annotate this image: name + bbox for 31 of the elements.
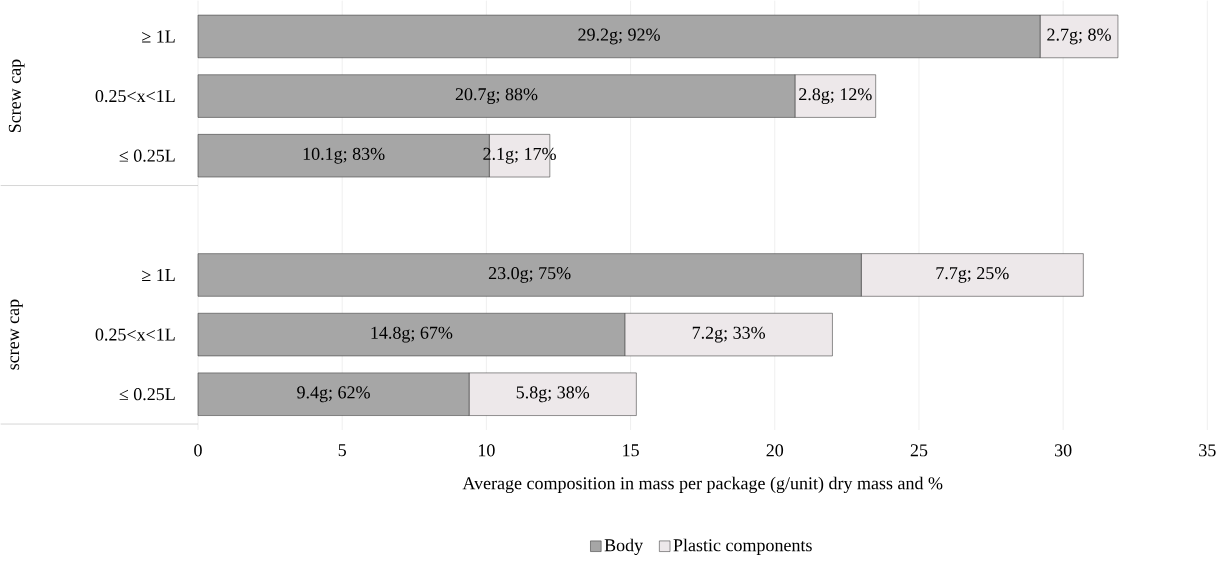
y-tick-label: ≥ 1L <box>142 30 175 43</box>
data-label: 10.1g; 83% <box>303 147 385 164</box>
data-label: 2.1g; 17% <box>483 147 556 164</box>
data-label: 20.7g; 88% <box>455 88 538 105</box>
data-label: 2.8g; 12% <box>799 88 872 105</box>
data-label: 5.8g; 38% <box>516 386 590 403</box>
data-label: 23.0g; 75% <box>488 267 571 283</box>
data-label: 29.2g; 92% <box>578 28 660 45</box>
y-tick-label: 0.25<x<1L <box>95 328 175 341</box>
x-tick-label: 15 <box>623 444 639 457</box>
data-label: 9.4g; 62% <box>297 386 370 403</box>
data-label: 7.7g; 25% <box>936 267 1009 283</box>
x-tick-label: 10 <box>478 444 495 457</box>
x-tick-label: 35 <box>1199 444 1216 457</box>
y-tick-label: ≤ 0.25L <box>119 388 175 401</box>
x-tick-label: 0 <box>194 444 202 457</box>
x-tick-label: 25 <box>910 444 928 457</box>
y-tick-label: 0.25<x<1L <box>95 89 175 103</box>
legend-label: Body <box>604 538 644 556</box>
text: screw cap <box>10 299 23 370</box>
x-axis-title: Average composition in mass per package (g/unit) dry mass and % <box>462 476 943 494</box>
y-tick-label: ≥ 1L <box>142 269 175 281</box>
text: Screw cap <box>8 59 25 133</box>
data-label: 14.8g; 67% <box>371 326 453 343</box>
x-tick-label: 20 <box>766 444 784 457</box>
data-label: 2.7g; 8% <box>1047 28 1111 45</box>
y-tick-label: ≤ 0.25L <box>119 149 175 162</box>
data-label: 7.2g; 33% <box>692 326 766 343</box>
x-tick-label: 30 <box>1055 444 1072 457</box>
x-tick-label: 5 <box>338 444 346 457</box>
legend-label: Plastic components <box>673 538 812 555</box>
